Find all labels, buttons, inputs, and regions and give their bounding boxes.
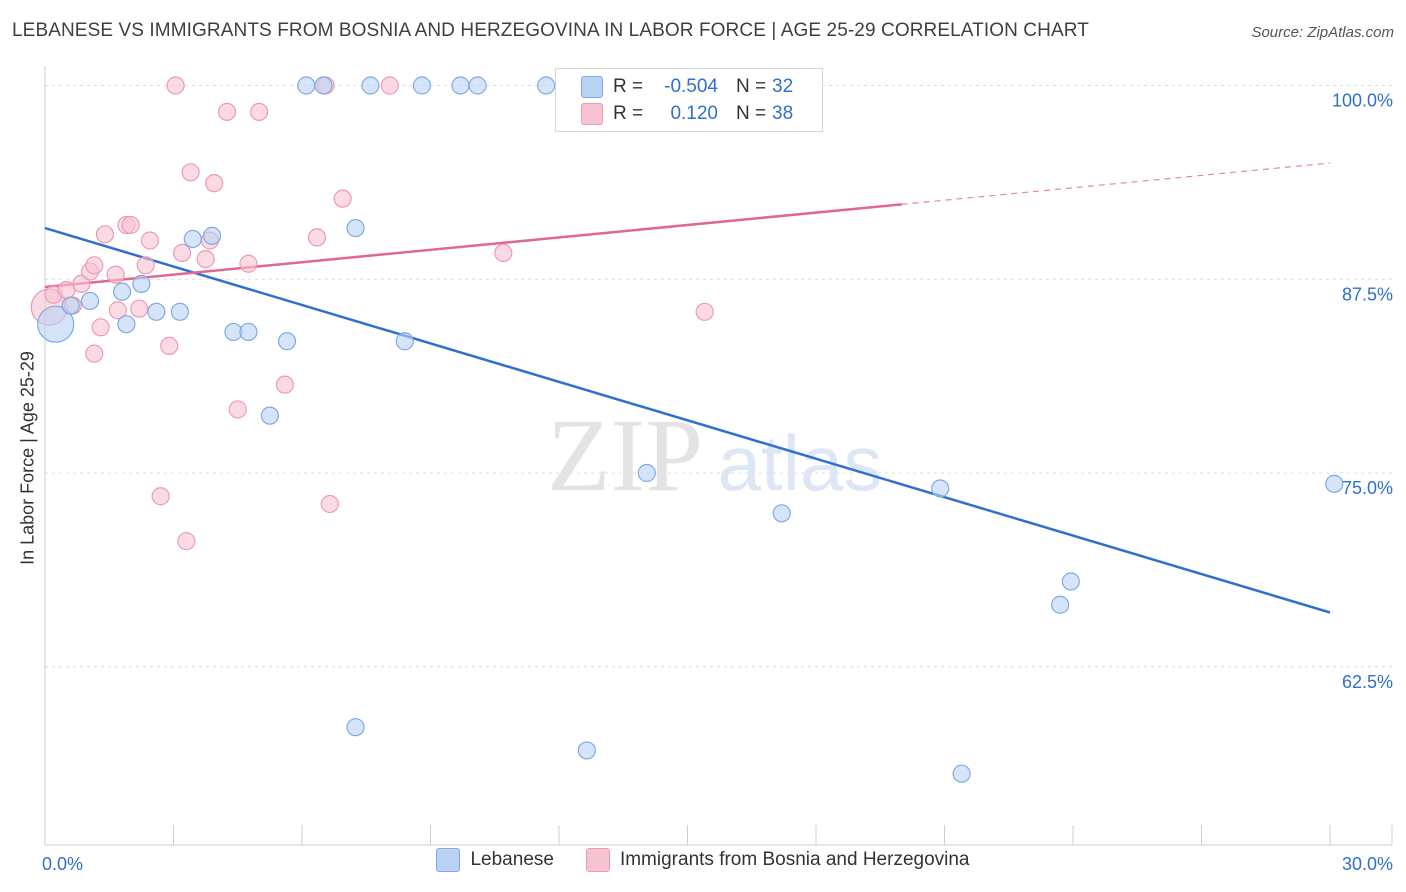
data-point-blue [468, 76, 487, 95]
data-point-blue [314, 76, 333, 95]
stats-r-label: R = [613, 103, 644, 124]
data-point-blue [170, 302, 190, 321]
data-point-pink [695, 302, 714, 321]
data-point-blue [202, 226, 222, 245]
data-point-blue [451, 76, 470, 95]
data-point-pink [177, 532, 196, 551]
legend-item-lebanese[interactable]: Lebanese [436, 848, 554, 872]
data-point-pink [320, 494, 339, 514]
stats-r-value: 0.120 [670, 103, 718, 124]
data-point-pink [140, 231, 160, 250]
tick-labels: 100.0% 87.5% 75.0% 62.5% 0.0% 30.0% [42, 91, 1393, 875]
data-point-pink [121, 215, 140, 235]
data-point-blue [346, 219, 365, 238]
data-point-pink [494, 243, 513, 262]
data-point-blue [37, 305, 75, 343]
data-point-blue [80, 291, 100, 311]
stats-swatch-lebanese [581, 76, 603, 98]
data-point-blue [297, 76, 316, 95]
data-point-pink [239, 254, 258, 273]
data-point-blue [1061, 572, 1080, 591]
data-point-blue [61, 296, 80, 315]
data-point-pink [130, 299, 149, 318]
data-point-pink [172, 243, 192, 262]
gridlines [45, 85, 1392, 668]
data-point-blue [1051, 595, 1070, 614]
data-point-pink [307, 228, 327, 247]
data-point-blue [537, 76, 556, 95]
watermark-atlas: atlas [718, 419, 883, 507]
data-point-blue [412, 76, 432, 95]
data-point-pink [250, 102, 269, 121]
data-point-pink [160, 336, 179, 355]
x-tick-label: 0.0% [42, 854, 83, 874]
correlation-stats-box: R = -0.504 N = 32 R = 0.120 N = 38 [555, 68, 823, 132]
data-point-pink [136, 256, 155, 275]
data-point-blue [346, 718, 365, 737]
data-point-pink [91, 318, 110, 337]
data-point-blue [637, 463, 656, 483]
stats-n-label: N = [736, 76, 767, 97]
data-point-pink [151, 487, 170, 506]
data-point-pink [333, 189, 352, 208]
data-point-blue [117, 315, 136, 334]
data-point-pink [181, 163, 200, 182]
data-point-pink [106, 265, 125, 284]
chart-title: LEBANESE VS IMMIGRANTS FROM BOSNIA AND H… [12, 20, 1089, 41]
legend-label-lebanese: Lebanese [470, 849, 554, 870]
data-point-blue [260, 406, 279, 425]
series-lebanese-points [37, 76, 1344, 783]
data-point-blue [931, 479, 950, 498]
legend-swatch-lebanese [436, 848, 461, 872]
data-point-blue [1325, 474, 1344, 493]
data-point-pink [166, 76, 185, 95]
y-tick-label: 75.0% [1342, 478, 1393, 498]
data-point-pink [217, 102, 237, 121]
trend-lines [44, 162, 1331, 614]
data-point-blue [132, 274, 151, 293]
data-point-pink [228, 400, 247, 419]
axes [44, 66, 1393, 846]
legend-label-immigrants-bosnia: Immigrants from Bosnia and Herzegovina [619, 849, 970, 870]
data-point-blue [112, 282, 132, 301]
trend-line-blue [44, 226, 1331, 614]
data-point-pink [95, 225, 115, 244]
data-point-blue [952, 764, 971, 783]
trend-line-dashed-pink [901, 162, 1331, 205]
watermark-zip: ZIP [547, 398, 703, 513]
data-point-pink [85, 256, 104, 275]
stats-r-value: -0.504 [664, 76, 718, 97]
data-point-blue [183, 229, 202, 249]
data-point-pink [205, 174, 224, 193]
data-point-blue [772, 504, 791, 523]
data-point-blue [147, 302, 166, 321]
stats-n-value: 32 [772, 76, 794, 97]
data-point-blue [277, 332, 297, 351]
data-point-pink [196, 250, 215, 269]
chart-legend: Lebanese Immigrants from Bosnia and Herz… [0, 848, 1406, 872]
stats-swatch-immigrants-bosnia [581, 103, 603, 125]
data-point-pink [380, 76, 399, 95]
data-point-blue [239, 322, 258, 342]
stats-n-label: N = [736, 103, 767, 124]
legend-swatch-immigrants-bosnia [585, 848, 610, 872]
trend-line-pink [44, 203, 902, 289]
y-tick-label: 100.0% [1332, 91, 1393, 111]
watermark: ZIP atlas [547, 398, 882, 513]
data-point-pink [275, 375, 294, 394]
data-point-pink [85, 344, 104, 363]
y-tick-label: 62.5% [1342, 672, 1393, 692]
stats-n-value: 38 [772, 103, 794, 124]
data-point-blue [395, 332, 414, 351]
data-point-blue [361, 76, 380, 95]
y-tick-label: 87.5% [1342, 284, 1393, 304]
stats-r-label: R = [613, 76, 644, 97]
data-point-pink [72, 274, 91, 293]
legend-item-immigrants-bosnia[interactable]: Immigrants from Bosnia and Herzegovina [585, 848, 970, 872]
data-point-blue [577, 741, 596, 760]
x-tick-label: 30.0% [1342, 854, 1393, 874]
data-point-pink [108, 301, 127, 320]
source-credit: Source: ZipAtlas.com [1251, 24, 1394, 41]
